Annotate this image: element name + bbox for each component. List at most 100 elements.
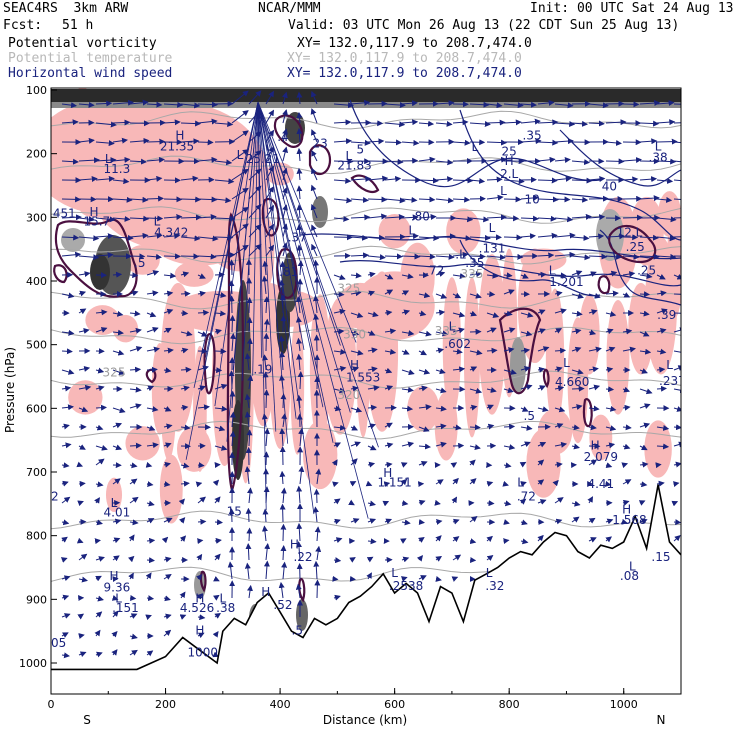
wind-streak bbox=[257, 101, 289, 444]
wind-arrow bbox=[311, 90, 318, 105]
wind-arrow bbox=[61, 442, 72, 449]
wind-arrow bbox=[418, 537, 425, 543]
wind-arrow bbox=[384, 422, 393, 429]
wind-arrow bbox=[588, 329, 597, 336]
wind-arrow bbox=[112, 196, 133, 203]
wind-arrow bbox=[163, 214, 183, 220]
wind-arrow bbox=[163, 481, 171, 488]
wind-arrow bbox=[588, 424, 597, 431]
wind-arrow bbox=[519, 461, 527, 468]
wind-arrow bbox=[95, 404, 107, 411]
pv-dark-region bbox=[296, 599, 308, 631]
wind-arrow bbox=[605, 311, 617, 317]
wind-arrow bbox=[401, 556, 410, 563]
wind-arrow bbox=[656, 308, 668, 315]
wind-arrow bbox=[163, 233, 181, 239]
wind-arrow bbox=[95, 140, 115, 147]
wind-arrow bbox=[78, 328, 90, 334]
wind-arrow bbox=[384, 385, 394, 391]
wind-arrow bbox=[587, 496, 594, 504]
wind-arrow bbox=[180, 385, 190, 392]
wind-arrow bbox=[469, 271, 483, 278]
pv-dark-band bbox=[51, 89, 681, 102]
wind-arrow bbox=[384, 518, 393, 525]
wind-arrow bbox=[244, 393, 251, 409]
wind-arrow bbox=[163, 442, 172, 449]
wind-arrow bbox=[76, 537, 84, 544]
wind-arrow bbox=[367, 271, 376, 278]
wind-arrow bbox=[197, 214, 217, 220]
wind-arrow bbox=[214, 348, 227, 355]
wind-arrow bbox=[247, 374, 254, 390]
wind-arrow bbox=[639, 234, 659, 241]
wind-arrow bbox=[95, 519, 103, 526]
wind-arrow bbox=[244, 466, 251, 485]
wind-arrow bbox=[95, 651, 103, 658]
y-axis-label: Pressure (hPa) bbox=[3, 347, 17, 433]
south-label: S bbox=[83, 713, 91, 727]
wind-arrow bbox=[401, 214, 419, 221]
pv-dark-region bbox=[61, 228, 85, 252]
wind-arrow bbox=[77, 500, 84, 507]
wind-arrow bbox=[146, 557, 155, 564]
wind-arrow bbox=[296, 485, 303, 504]
wind-arrow bbox=[520, 215, 539, 222]
wind-arrow bbox=[244, 353, 251, 371]
wind-arrow bbox=[588, 120, 605, 127]
wind-arrow bbox=[129, 232, 149, 239]
wind-arrow bbox=[469, 310, 478, 317]
pv-extremum-label: H bbox=[290, 537, 299, 551]
wind-arrow bbox=[554, 272, 567, 279]
wind-arrow bbox=[588, 459, 598, 466]
wind-arrow bbox=[180, 366, 192, 373]
wind-arrow bbox=[112, 610, 119, 618]
wind-arrow bbox=[537, 177, 558, 184]
wind-arrow bbox=[163, 406, 172, 412]
wind-streak bbox=[257, 101, 341, 346]
wind-arrow bbox=[503, 500, 512, 507]
wind-arrow bbox=[333, 158, 354, 165]
wind-arrow bbox=[312, 295, 319, 314]
wind-arrow bbox=[588, 292, 601, 299]
pv-fill-region bbox=[463, 277, 480, 438]
theta-line bbox=[51, 370, 681, 389]
wind-arrow bbox=[401, 196, 418, 203]
pv-extremum-label: .602 bbox=[444, 337, 471, 351]
pv-fill-region bbox=[434, 391, 458, 461]
wind-arrow bbox=[350, 234, 369, 241]
wind-arrow bbox=[503, 102, 524, 109]
wind-arrow bbox=[261, 525, 268, 542]
pv-extremum-label: .237 bbox=[659, 374, 686, 388]
wind-arrow bbox=[112, 99, 134, 106]
wind-streak bbox=[205, 101, 259, 358]
pv-extremum-label: H bbox=[622, 502, 631, 516]
wind-arrow bbox=[279, 503, 286, 523]
x-tick-label: 1000 bbox=[610, 698, 638, 711]
wind-arrow bbox=[384, 214, 405, 221]
wind-arrow bbox=[214, 496, 221, 504]
wind-arrow bbox=[486, 254, 506, 261]
wind-arrow bbox=[197, 365, 209, 372]
wind-arrow bbox=[214, 425, 226, 432]
wind-arrow bbox=[197, 290, 206, 297]
wind-arrow bbox=[673, 349, 681, 356]
wind-arrow bbox=[452, 196, 471, 203]
wind-arrow bbox=[365, 480, 373, 487]
pv-extremum-label: L bbox=[449, 320, 456, 334]
wind-arrow bbox=[469, 253, 486, 260]
wind-arrow bbox=[486, 327, 497, 333]
wind-arrow bbox=[639, 176, 658, 183]
wind-arrow bbox=[452, 119, 469, 126]
wind-arrow bbox=[282, 128, 288, 143]
wind-arrow bbox=[333, 537, 343, 543]
wind-arrow bbox=[469, 366, 478, 372]
wind-arrow bbox=[486, 272, 499, 279]
wind-arrow bbox=[383, 481, 391, 488]
wind-arrow bbox=[333, 102, 354, 109]
wind-arrow bbox=[588, 102, 609, 109]
init-time: Init: 00 UTC Sat 24 Aug 13 bbox=[530, 1, 734, 16]
wind-arrow bbox=[571, 500, 581, 507]
wind-arrow bbox=[333, 197, 353, 204]
wind-arrow bbox=[350, 366, 360, 373]
